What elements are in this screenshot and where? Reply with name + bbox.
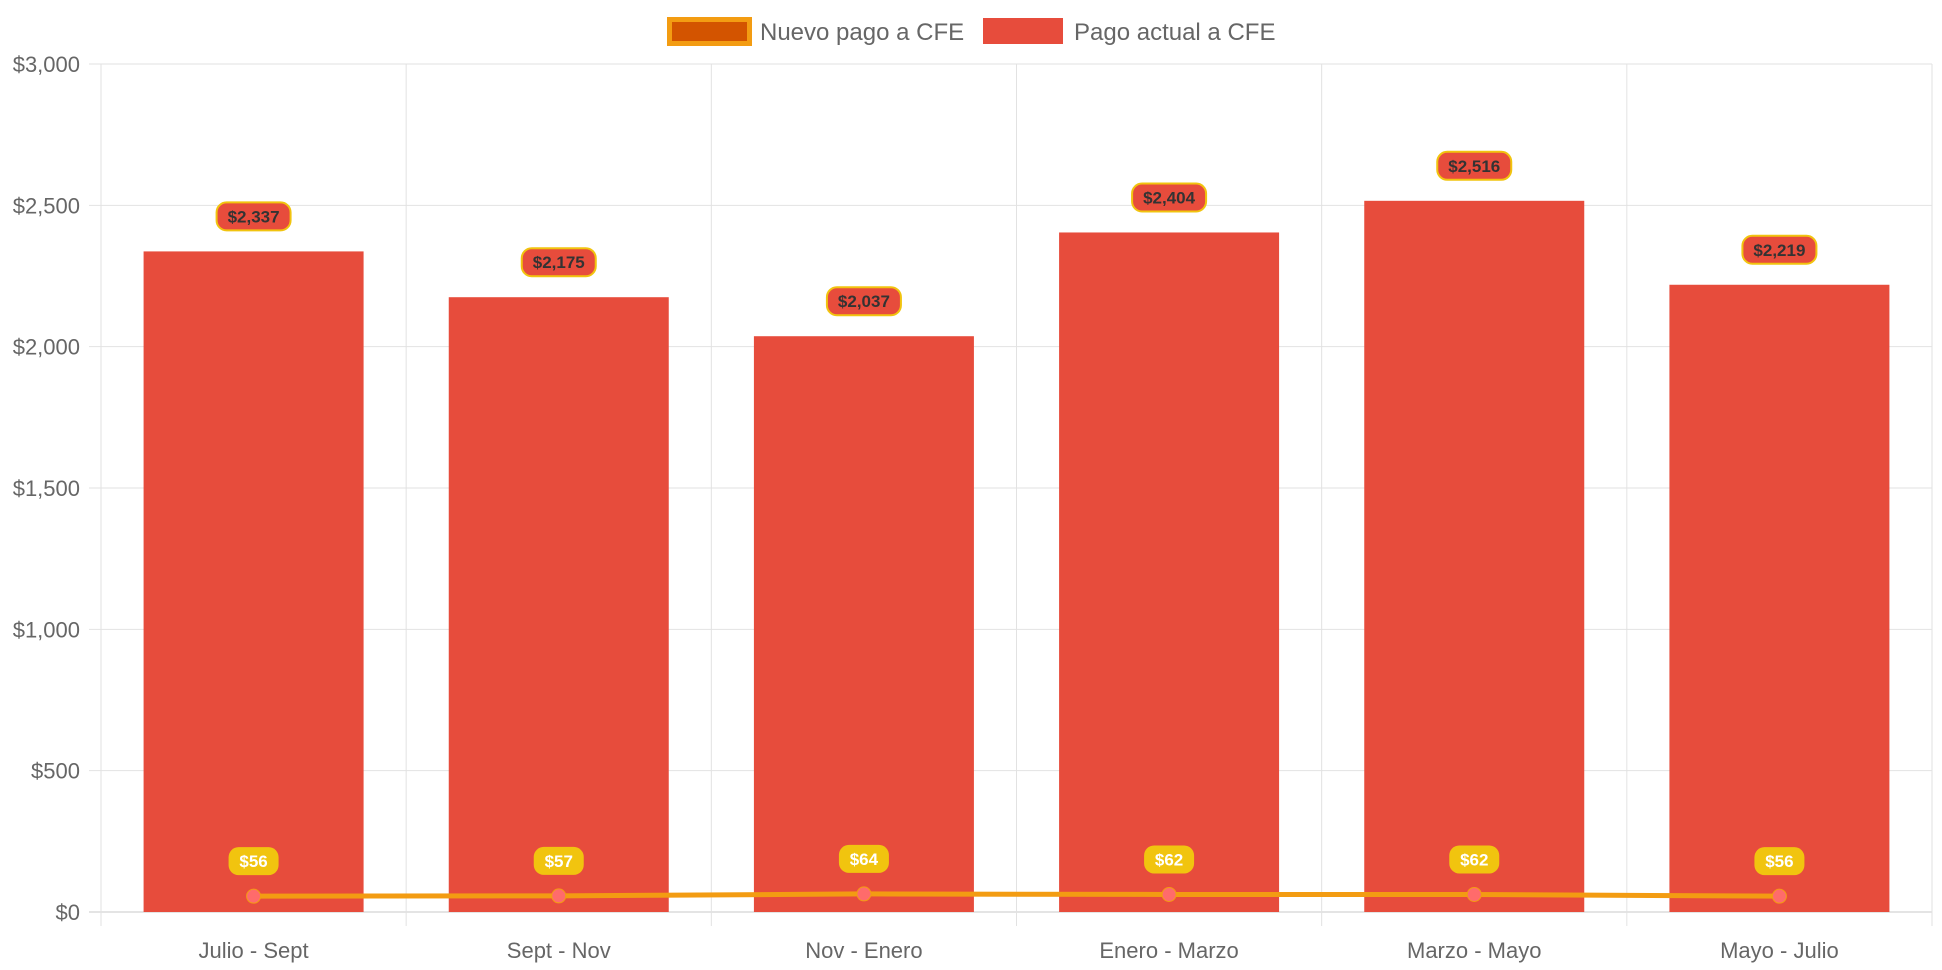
- line-value-label: $62: [1155, 850, 1183, 869]
- grid-lines: [89, 63, 1933, 926]
- line-value-label: $64: [850, 850, 879, 869]
- bar: [1364, 200, 1585, 912]
- line-value-label-box: [533, 846, 584, 875]
- bar: [448, 297, 669, 912]
- bar-value-label: $2,175: [533, 253, 585, 272]
- line-value-label-box: [1449, 845, 1500, 874]
- y-tick-label: $500: [31, 759, 80, 784]
- line-point: [1161, 886, 1177, 902]
- bar-value-label-box: [825, 286, 902, 317]
- line-point: [1771, 888, 1787, 904]
- legend-label: Nuevo pago a CFE: [760, 19, 964, 46]
- line-value-label-box: [838, 844, 889, 873]
- legend-swatch: [983, 18, 1063, 44]
- y-tick-label: $1,500: [13, 476, 80, 501]
- line-value-label-box: [1144, 845, 1195, 874]
- bar-value-label: $2,219: [1753, 241, 1805, 260]
- data-labels: $2,337 $2,175 $2,037 $2,404 $2,516 $2,219 $56 $…: [215, 150, 1818, 876]
- x-tick-label: Mayo - Julio: [1720, 938, 1839, 963]
- y-tick-label: $3,000: [13, 52, 80, 77]
- line-value-label: $56: [1765, 852, 1793, 871]
- legend-label: Pago actual a CFE: [1074, 19, 1275, 46]
- bar-value-label: $2,404: [1143, 188, 1196, 207]
- bar-value-label-box: [1741, 234, 1818, 265]
- series-line: [253, 891, 1780, 899]
- bar-value-label: $2,337: [228, 207, 280, 226]
- line-point: [1466, 886, 1482, 902]
- line-series: [246, 886, 1787, 904]
- legend-item[interactable]: Pago actual a CFE: [983, 18, 1275, 46]
- line-value-label-box: [1754, 847, 1805, 876]
- legend[interactable]: Nuevo pago a CFE Pago actual a CFE: [667, 17, 1276, 46]
- legend-item[interactable]: Nuevo pago a CFE: [667, 17, 965, 46]
- bar: [1059, 232, 1280, 912]
- x-tick-label: Sept - Nov: [507, 938, 611, 963]
- x-tick-label: Marzo - Mayo: [1407, 938, 1541, 963]
- x-tick-label: Enero - Marzo: [1099, 938, 1238, 963]
- y-tick-label: $1,000: [13, 617, 80, 642]
- line-value-label-box: [228, 847, 279, 876]
- bar: [753, 336, 974, 912]
- bar: [1669, 284, 1890, 912]
- axis-ticks: $0 $500 $1,000 $1,500 $2,000 $2,500 $3,000 Juli…: [13, 52, 1839, 963]
- y-tick-label: $2,500: [13, 193, 80, 218]
- bar-value-label: $2,037: [838, 292, 890, 311]
- bar-series: [143, 200, 1890, 912]
- y-tick-label: $0: [56, 900, 80, 925]
- y-tick-label: $2,000: [13, 335, 80, 360]
- bar: [143, 251, 364, 912]
- bar-value-label: $2,516: [1448, 157, 1500, 176]
- legend-swatch: [667, 17, 752, 46]
- bar-value-label-box: [1131, 182, 1208, 213]
- bar-value-label-box: [520, 247, 597, 278]
- bar-value-label-box: [215, 201, 292, 232]
- line-value-label: $62: [1460, 850, 1488, 869]
- line-value-label: $56: [239, 852, 267, 871]
- line-value-label: $57: [545, 852, 573, 871]
- x-tick-label: Nov - Enero: [805, 938, 922, 963]
- line-point: [856, 886, 872, 902]
- bar-value-label-box: [1436, 150, 1513, 181]
- line-point: [246, 888, 262, 904]
- x-tick-label: Julio - Sept: [199, 938, 309, 963]
- line-point: [551, 888, 567, 904]
